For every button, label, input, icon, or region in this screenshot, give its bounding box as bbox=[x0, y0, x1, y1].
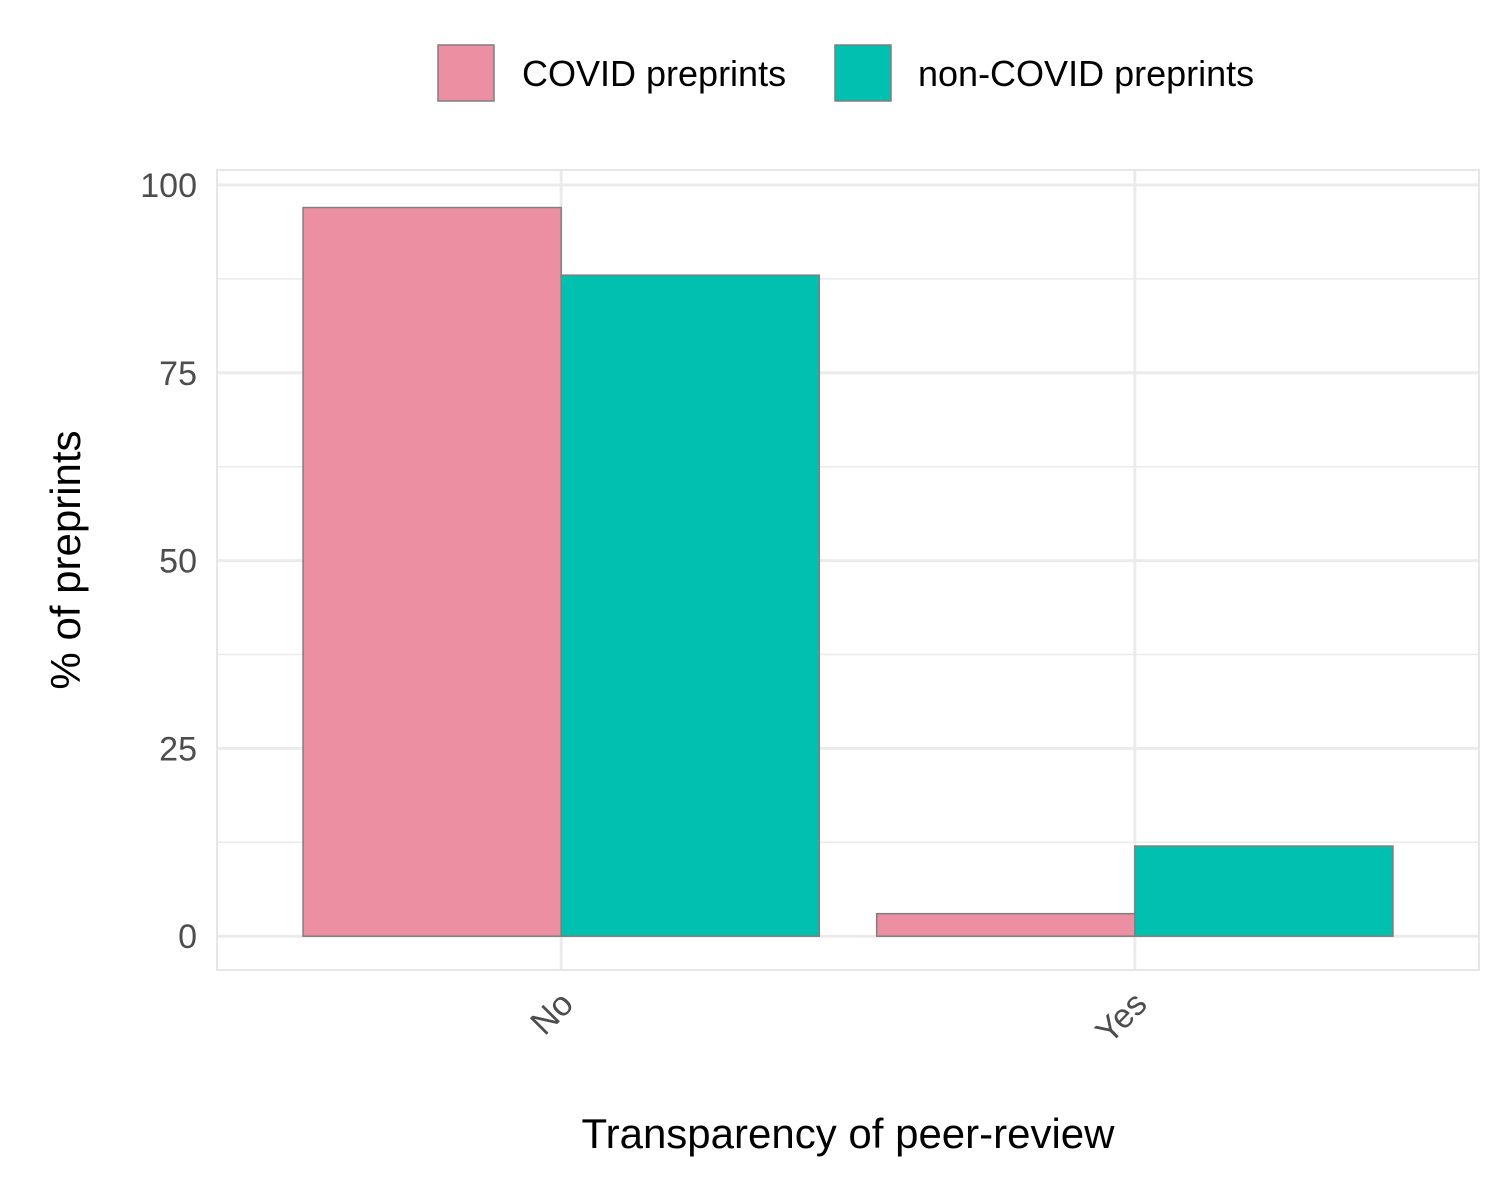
legend-key bbox=[834, 44, 892, 102]
legend-key bbox=[437, 44, 495, 102]
bar-covid-preprints-yes bbox=[875, 912, 1136, 937]
y-tick-label: 100 bbox=[140, 167, 197, 205]
legend: COVID preprints non-COVID preprints bbox=[437, 44, 1254, 102]
bars bbox=[302, 206, 1394, 937]
x-tick-label: No bbox=[523, 985, 581, 1043]
legend-label: non-COVID preprints bbox=[918, 53, 1254, 94]
bar-non-covid-preprints-yes bbox=[1134, 845, 1394, 937]
y-axis-ticks: 0 25 50 75 100 bbox=[140, 167, 197, 956]
bar-covid-preprints-no bbox=[302, 206, 562, 937]
x-axis-ticks: No Yes bbox=[523, 985, 1154, 1051]
bar-non-covid-preprints-no bbox=[560, 274, 821, 937]
x-axis-title: Transparency of peer-review bbox=[582, 1110, 1116, 1157]
y-tick-label: 0 bbox=[178, 918, 197, 956]
y-tick-label: 75 bbox=[159, 355, 197, 393]
plot-panel-border bbox=[216, 169, 1480, 971]
legend-label: COVID preprints bbox=[522, 53, 786, 94]
x-tick-label: Yes bbox=[1088, 985, 1154, 1051]
y-tick-label: 25 bbox=[159, 730, 197, 768]
y-axis-title: % of preprints bbox=[42, 430, 89, 689]
y-tick-label: 50 bbox=[159, 543, 197, 581]
